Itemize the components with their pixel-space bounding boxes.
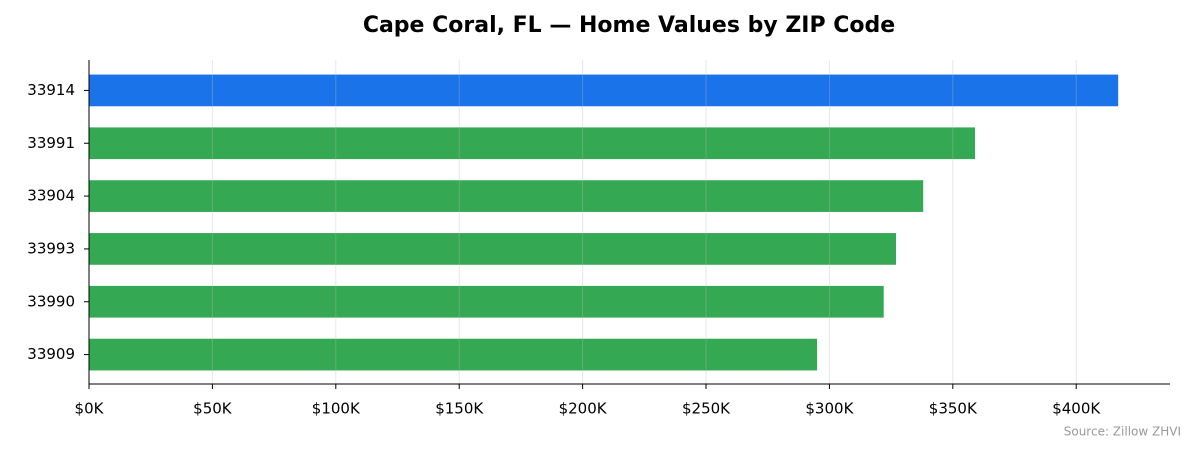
bar xyxy=(89,338,818,371)
bar xyxy=(89,180,924,212)
y-tick-label: 33909 xyxy=(27,345,75,363)
y-tick-label: 33904 xyxy=(27,187,75,205)
source-note: Source: Zillow ZHVI xyxy=(1064,425,1181,439)
bar xyxy=(89,127,976,160)
x-tick-label: $150K xyxy=(435,400,484,418)
x-tick-label: $250K xyxy=(682,400,731,418)
x-tick-label: $400K xyxy=(1052,400,1101,418)
chart-title: Cape Coral, FL — Home Values by ZIP Code xyxy=(363,13,895,38)
x-tick-label: $0K xyxy=(75,400,105,418)
x-tick-label: $50K xyxy=(193,400,233,418)
x-tick-label: $200K xyxy=(559,400,608,418)
x-tick-label: $350K xyxy=(929,400,978,418)
bar xyxy=(89,74,1119,107)
x-tick-label: $300K xyxy=(805,400,854,418)
y-tick-label: 33991 xyxy=(27,134,75,152)
bar xyxy=(89,233,897,265)
y-tick-label: 33993 xyxy=(27,239,75,257)
x-tick-label: $100K xyxy=(312,400,361,418)
bar xyxy=(89,285,884,318)
y-tick-label: 33914 xyxy=(27,81,75,99)
y-tick-label: 33990 xyxy=(27,292,75,310)
